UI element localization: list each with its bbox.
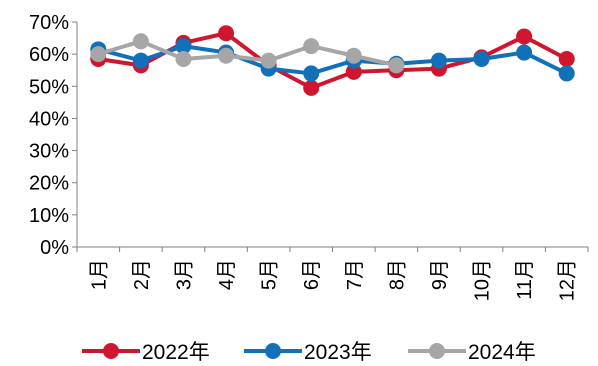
y-tick-label: 20% [29, 173, 69, 195]
data-point [132, 52, 149, 69]
data-point [516, 44, 533, 61]
data-point [345, 47, 362, 64]
y-tick-label: 40% [29, 108, 69, 130]
y-tick-label: 60% [29, 44, 69, 66]
data-point [175, 50, 192, 67]
x-tick-label: 3月 [173, 259, 195, 290]
data-point [388, 57, 405, 74]
y-tick-label: 30% [29, 141, 69, 163]
x-tick-label: 1月 [88, 259, 110, 290]
data-point [345, 63, 362, 80]
data-point [218, 47, 235, 64]
x-tick-label: 11月 [514, 259, 536, 300]
y-tick-label: 10% [29, 205, 69, 227]
legend-marker [103, 343, 119, 359]
data-point [218, 25, 235, 42]
legend-label: 2022年 [142, 341, 210, 361]
legend-label: 2024年 [468, 341, 536, 361]
x-tick-label: 6月 [301, 259, 323, 290]
data-point [430, 52, 447, 69]
legend-label: 2023年 [304, 341, 372, 361]
legend-marker [429, 343, 445, 359]
data-point [260, 52, 277, 69]
x-tick-label: 12月 [557, 259, 579, 301]
series-line-1 [97, 31, 568, 90]
x-tick-label: 9月 [429, 259, 451, 290]
data-point [558, 65, 575, 82]
x-tick-label: 4月 [216, 259, 238, 290]
y-tick-label: 70% [29, 12, 69, 34]
data-point [473, 50, 490, 67]
x-tick-label: 10月 [472, 259, 494, 301]
x-tick-label: 8月 [386, 259, 408, 290]
data-point [132, 33, 149, 50]
data-point [558, 50, 575, 67]
x-tick-label: 5月 [259, 259, 281, 290]
data-point [303, 65, 320, 82]
data-point [175, 38, 192, 55]
data-point [516, 28, 533, 45]
legend-marker [265, 343, 281, 359]
y-tick-label: 50% [29, 76, 69, 98]
x-tick-label: 7月 [344, 259, 366, 290]
data-point [303, 38, 320, 55]
data-point [90, 46, 107, 63]
x-tick-label: 2月 [131, 259, 153, 290]
data-point [303, 79, 320, 96]
y-tick-label: 0% [40, 237, 69, 259]
